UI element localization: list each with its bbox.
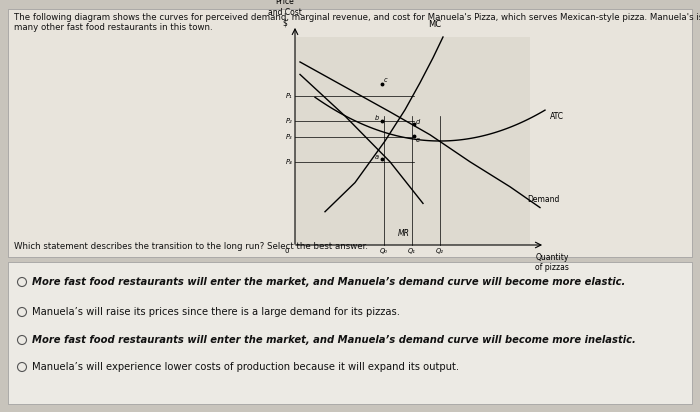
Text: More fast food restaurants will enter the market, and Manuela’s demand curve wil: More fast food restaurants will enter th… bbox=[32, 335, 636, 345]
Text: P₃: P₃ bbox=[286, 134, 292, 140]
Bar bbox=[295, 37, 530, 245]
Text: The following diagram shows the curves for perceived demand, marginal revenue, a: The following diagram shows the curves f… bbox=[14, 13, 700, 22]
Text: c: c bbox=[384, 77, 388, 83]
Text: MC: MC bbox=[428, 20, 442, 29]
Text: P₄: P₄ bbox=[286, 159, 292, 165]
Text: a: a bbox=[375, 154, 379, 160]
Text: Q₁: Q₁ bbox=[408, 248, 416, 254]
Text: Demand: Demand bbox=[527, 195, 559, 204]
Circle shape bbox=[18, 307, 27, 316]
Text: P₁: P₁ bbox=[286, 93, 292, 99]
Text: Q₀: Q₀ bbox=[380, 248, 388, 254]
Text: More fast food restaurants will enter the market, and Manuela’s demand curve wil: More fast food restaurants will enter th… bbox=[32, 277, 625, 287]
Text: Which statement describes the transition to the long run? Select the best answer: Which statement describes the transition… bbox=[14, 242, 368, 251]
Text: Q₂: Q₂ bbox=[436, 248, 444, 254]
Text: many other fast food restaurants in this town.: many other fast food restaurants in this… bbox=[14, 23, 213, 32]
Text: Manuela’s will experience lower costs of production because it will expand its o: Manuela’s will experience lower costs of… bbox=[32, 362, 459, 372]
Text: P₂: P₂ bbox=[286, 118, 292, 124]
Bar bbox=[8, 9, 692, 257]
Text: e: e bbox=[416, 137, 420, 143]
Text: b: b bbox=[375, 115, 379, 121]
Text: 0: 0 bbox=[284, 248, 289, 254]
Text: Quantity
of pizzas: Quantity of pizzas bbox=[535, 253, 569, 272]
Text: ATC: ATC bbox=[550, 112, 564, 121]
Text: d: d bbox=[416, 119, 420, 125]
Bar bbox=[8, 262, 692, 404]
Text: MR: MR bbox=[398, 229, 410, 238]
Circle shape bbox=[18, 363, 27, 372]
Text: Price
and Cost
$: Price and Cost $ bbox=[268, 0, 302, 27]
Circle shape bbox=[18, 278, 27, 286]
Circle shape bbox=[18, 335, 27, 344]
Text: Manuela’s will raise its prices since there is a large demand for its pizzas.: Manuela’s will raise its prices since th… bbox=[32, 307, 400, 317]
